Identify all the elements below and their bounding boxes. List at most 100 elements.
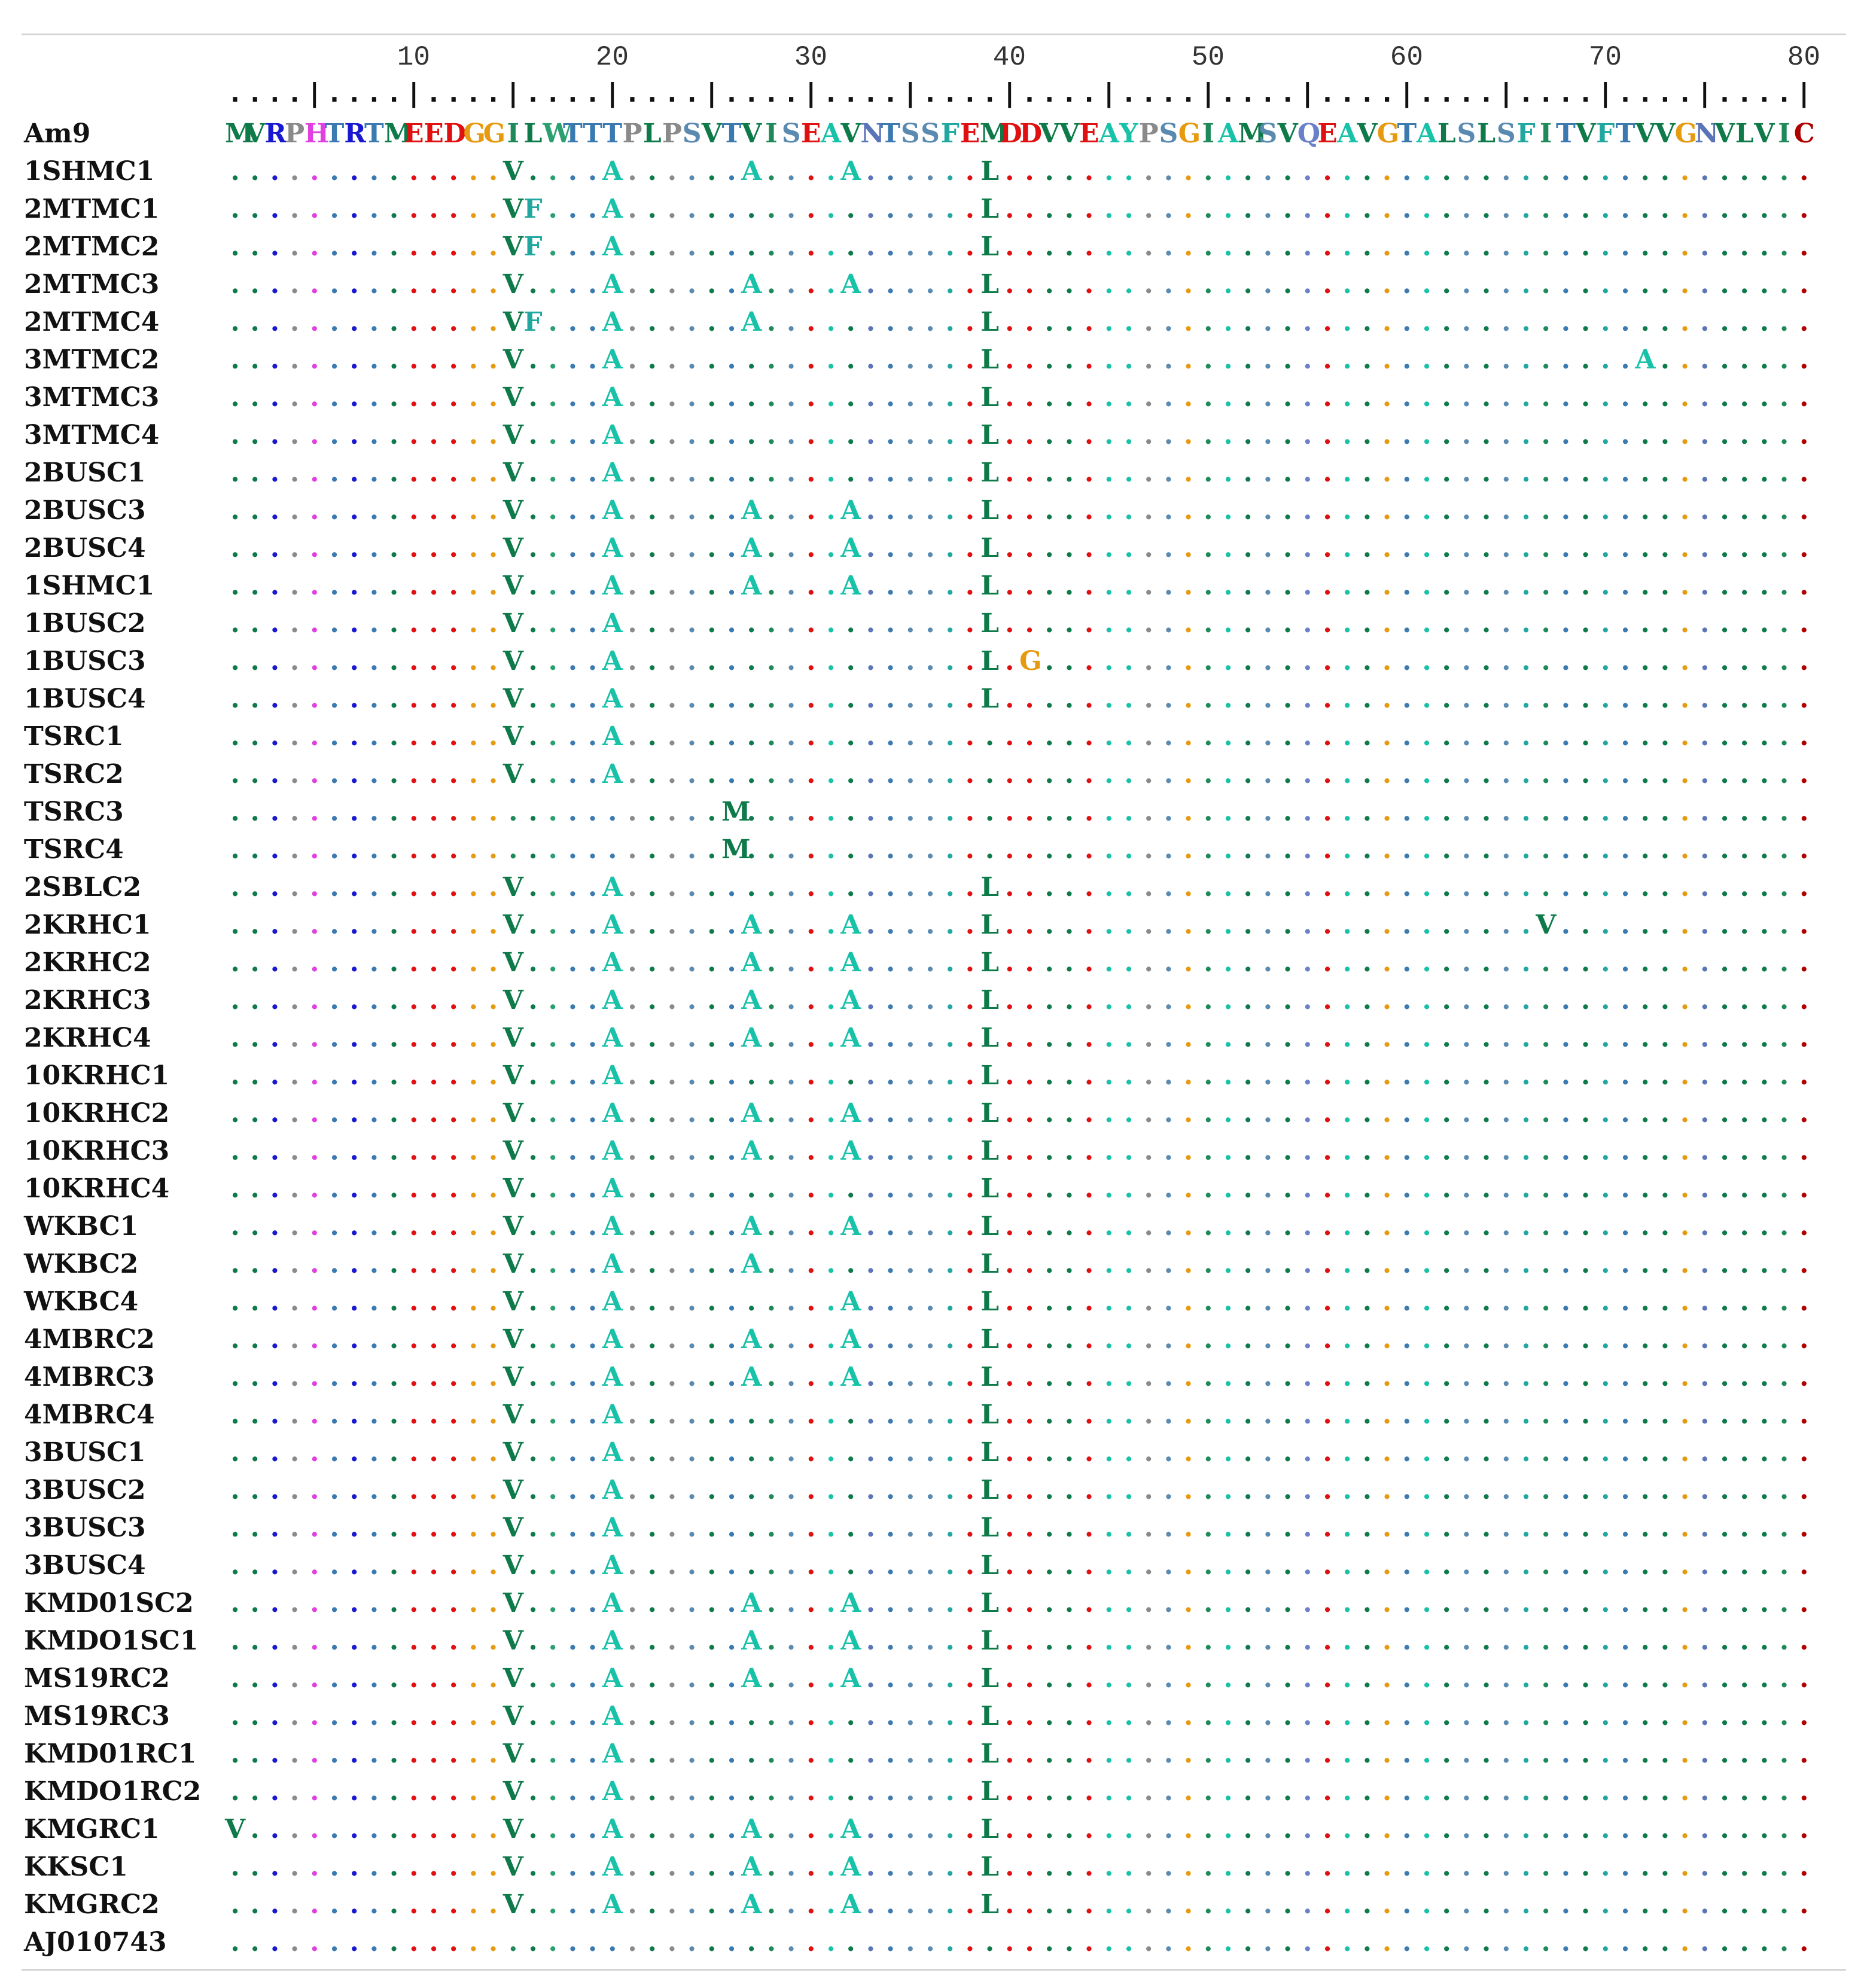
match-dot: . [1501,1211,1511,1242]
substitution-residue: A [602,1136,623,1166]
match-dot: . [270,1588,280,1618]
match-dot: . [647,571,657,601]
match-dot: . [1005,910,1015,940]
match-dot: . [1005,1814,1015,1844]
match-dot: . [389,1173,399,1204]
match-dot: . [389,1136,399,1166]
match-dot: . [1223,1249,1233,1279]
match-dot: . [568,495,578,526]
match-dot: . [1303,834,1312,865]
match-dot: . [1144,1701,1153,1731]
match-dot: . [1541,1211,1551,1242]
match-dot: . [1740,1136,1749,1166]
match-dot: . [906,1513,915,1543]
match-dot: . [369,382,379,413]
match-dot: . [1164,646,1174,676]
match-dot: . [1640,307,1650,337]
match-dot: . [488,1663,498,1694]
match-dot: . [1601,1776,1610,1807]
match-dot: . [1303,1852,1312,1882]
match-dot: . [1521,1286,1531,1317]
match-dot: . [270,947,280,978]
match-dot: . [270,1814,280,1844]
reference-residue: Y [1119,118,1138,149]
match-dot: . [647,194,657,224]
match-dot: . [1799,420,1809,450]
match-dot: . [1263,947,1273,978]
match-dot: . [1621,1663,1630,1694]
match-dot: . [1283,1513,1293,1543]
match-dot: . [1124,1249,1134,1279]
scale-mark: . [386,78,402,108]
match-dot: . [310,1023,319,1053]
substitution-residue: A [602,1173,623,1204]
substitution-residue: V [225,1814,246,1844]
match-dot: . [1025,1588,1034,1618]
match-dot: . [826,1588,836,1618]
match-dot: . [1124,1739,1134,1769]
match-dot: . [1044,231,1054,262]
match-dot: . [846,1437,855,1468]
match-dot: . [766,1023,776,1053]
match-dot: . [1323,1362,1332,1392]
match-dot: . [1263,1814,1273,1844]
sequence-name: KMD01RC1 [24,1739,197,1769]
match-dot: . [349,1701,359,1731]
match-dot: . [369,646,379,676]
match-dot: . [468,684,479,714]
match-dot: . [906,834,915,865]
match-dot: . [965,1776,975,1807]
match-dot: . [885,1626,896,1656]
match-dot: . [369,1362,379,1392]
match-dot: . [1005,1399,1015,1430]
match-dot: . [568,1060,578,1091]
match-dot: . [1223,1286,1233,1317]
match-dot: . [1501,1475,1511,1505]
match-dot: . [1660,1550,1670,1581]
match-dot: . [1303,910,1312,940]
match-dot: . [230,1023,240,1053]
match-dot: . [628,910,637,940]
match-dot: . [369,608,379,639]
substitution-residue: V [502,1663,523,1694]
match-dot: . [310,1324,319,1355]
match-dot: . [290,307,300,337]
match-dot: . [389,1626,399,1656]
match-dot: . [846,1701,855,1731]
match-dot: . [449,1588,458,1618]
reference-residue: W [543,118,572,149]
match-dot: . [1084,1098,1094,1129]
match-dot: . [389,420,399,450]
match-dot: . [488,269,498,300]
match-dot: . [1382,194,1392,224]
match-dot: . [1303,269,1312,300]
match-dot: . [1799,1098,1809,1129]
match-dot: . [508,797,518,827]
match-dot: . [1720,759,1729,789]
match-dot: . [1025,495,1034,526]
match-dot: . [250,269,260,300]
match-dot: . [747,1437,756,1468]
match-dot: . [389,1023,399,1053]
reference-residue: V [1277,118,1298,149]
match-dot: . [647,1663,657,1694]
match-dot: . [885,1889,896,1920]
match-dot: . [250,1023,260,1053]
match-dot: . [1660,1626,1670,1656]
match-dot: . [1660,721,1670,752]
match-dot: . [568,156,578,187]
sequence-name: TSRC2 [24,759,124,789]
match-dot: . [1402,1362,1412,1392]
match-dot: . [250,1550,260,1581]
match-dot: . [1084,231,1094,262]
match-dot: . [1084,1475,1094,1505]
match-dot: . [1541,1513,1551,1543]
match-dot: . [488,420,498,450]
match-dot: . [687,910,697,940]
match-dot: . [1720,1249,1729,1279]
scale-mark: . [267,78,283,108]
match-dot: . [270,910,280,940]
match-dot: . [1342,1588,1352,1618]
match-dot: . [310,1663,319,1694]
match-dot: . [1740,1927,1749,1957]
